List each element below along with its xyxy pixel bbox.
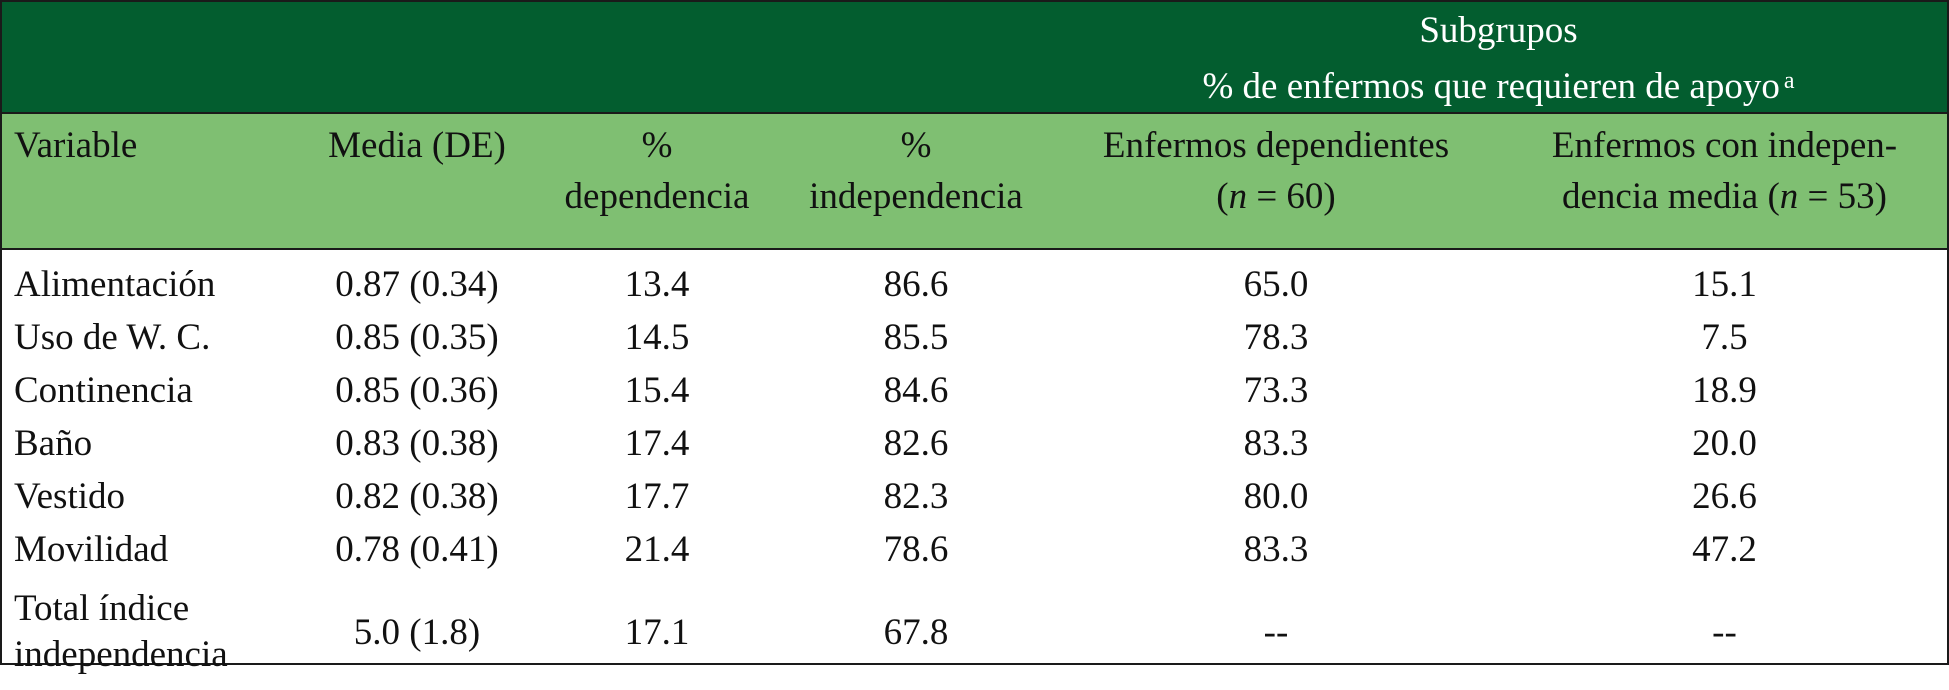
group-header-line2: % de enfermos que requieren de apoyo [1202, 66, 1780, 107]
cell-independencia: 82.6 [883, 423, 949, 464]
col-header-dependencia: % dependencia [532, 112, 782, 250]
cell-dependencia: 21.4 [624, 529, 690, 570]
table-row: Alimentación 0.87 (0.34) 13.4 86.6 65.0 … [2, 249, 1947, 311]
cell-media: 0.78 (0.41) [335, 529, 499, 570]
cell-dependencia: 17.7 [624, 476, 690, 517]
cell-dependencia: 14.5 [624, 317, 690, 358]
cell-indep-media: -- [1712, 611, 1737, 653]
cell-dependientes: 65.0 [1243, 264, 1309, 305]
col-header-dependientes-count: = 60) [1247, 176, 1336, 217]
cell-dependientes: 83.3 [1243, 423, 1309, 464]
col-header-independencia-line1: % [900, 125, 932, 166]
cell-dependientes: 83.3 [1243, 529, 1309, 570]
col-header-media-label: Media (DE) [328, 125, 506, 166]
cell-dependencia: 13.4 [624, 264, 690, 305]
cell-media: 0.85 (0.35) [335, 317, 499, 358]
col-header-indep-media-line1: Enfermos con indepen- [1551, 125, 1898, 166]
cell-media: 5.0 (1.8) [353, 611, 481, 653]
col-header-independencia-line2: independencia [809, 176, 1023, 217]
cell-independencia: 85.5 [883, 317, 949, 358]
cell-dependientes: -- [1263, 611, 1289, 653]
cell-indep-media: 26.6 [1692, 476, 1757, 517]
cell-media: 0.83 (0.38) [335, 423, 499, 464]
cell-independencia: 67.8 [883, 611, 949, 653]
col-header-indep-media-line2: dencia media ( [1562, 176, 1780, 217]
col-header-dependientes-paren: ( [1216, 176, 1229, 217]
cell-media: 0.87 (0.34) [335, 264, 499, 305]
table-row: Continencia 0.85 (0.36) 15.4 84.6 73.3 1… [2, 364, 1947, 417]
col-header-independencia: % independencia [782, 112, 1050, 250]
col-header-dependencia-line2: dependencia [564, 176, 750, 217]
table-row: Movilidad 0.78 (0.41) 21.4 78.6 83.3 47.… [2, 523, 1947, 576]
table-row: Vestido 0.82 (0.38) 17.7 82.3 80.0 26.6 [2, 470, 1947, 523]
col-header-dependientes-line1: Enfermos dependientes [1102, 125, 1450, 166]
cell-indep-media: 47.2 [1692, 529, 1757, 570]
cell-variable: Continencia [14, 370, 193, 411]
cell-indep-media: 7.5 [1701, 317, 1748, 358]
col-header-indep-media-count: = 53) [1798, 176, 1887, 217]
col-header-dependientes-n: n [1228, 176, 1248, 217]
cell-variable: Baño [14, 423, 93, 464]
cell-variable: Uso de W. C. [14, 317, 211, 358]
cell-variable: Total índice independencia [2, 576, 302, 690]
cell-independencia: 78.6 [883, 529, 949, 570]
cell-independencia: 82.3 [883, 476, 949, 517]
table-frame: Subgrupos % de enfermos que requieren de… [0, 0, 1949, 675]
table-row-total: Total índice independencia 5.0 (1.8) 17.… [2, 576, 1947, 690]
col-header-dependencia-line1: % [641, 125, 673, 166]
cell-variable-line2: independencia [14, 634, 228, 675]
footnote-marker: a [1783, 68, 1795, 94]
cell-variable: Vestido [14, 476, 125, 517]
cell-indep-media: 20.0 [1692, 423, 1757, 464]
cell-dependencia: 17.4 [624, 423, 690, 464]
cell-variable-line1: Total índice [14, 588, 190, 629]
group-header-row: Subgrupos % de enfermos que requieren de… [2, 2, 1947, 113]
group-header-subgrupos: Subgrupos % de enfermos que requieren de… [1050, 2, 1947, 113]
table-row: Baño 0.83 (0.38) 17.4 82.6 83.3 20.0 [2, 417, 1947, 470]
col-header-variable-label: Variable [14, 125, 138, 166]
group-header-line1: Subgrupos [1419, 10, 1578, 51]
cell-media: 0.82 (0.38) [335, 476, 499, 517]
group-header-spacer [2, 2, 1050, 113]
col-header-dependientes: Enfermos dependientes (n = 60) [1050, 112, 1502, 250]
cell-dependientes: 78.3 [1243, 317, 1309, 358]
cell-dependientes: 73.3 [1243, 370, 1309, 411]
col-header-indep-media: Enfermos con indepen- dencia media (n = … [1502, 112, 1947, 250]
cell-dependencia: 15.4 [624, 370, 690, 411]
cell-independencia: 84.6 [883, 370, 949, 411]
cell-dependencia: 17.1 [624, 611, 690, 653]
col-header-variable: Variable [2, 112, 302, 250]
cell-indep-media: 15.1 [1692, 264, 1757, 305]
cell-indep-media: 18.9 [1692, 370, 1757, 411]
cell-dependientes: 80.0 [1243, 476, 1309, 517]
cell-media: 0.85 (0.36) [335, 370, 499, 411]
cell-variable: Alimentación [14, 264, 216, 305]
cell-variable: Movilidad [14, 529, 169, 570]
column-header-row: Variable Media (DE) % dependencia % inde… [2, 112, 1947, 250]
col-header-media: Media (DE) [302, 112, 532, 250]
col-header-indep-media-n: n [1779, 176, 1799, 217]
table-row: Uso de W. C. 0.85 (0.35) 14.5 85.5 78.3 … [2, 311, 1947, 364]
cell-independencia: 86.6 [883, 264, 949, 305]
